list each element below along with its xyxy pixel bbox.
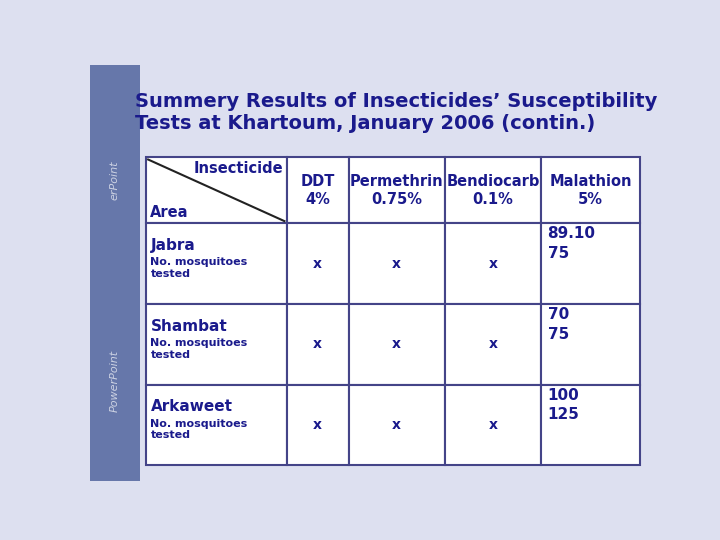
Bar [541,304,640,385]
Text: x: x [489,256,498,271]
Text: Arkaweet: Arkaweet [150,399,233,414]
Text: Summery Results of Insecticides’ Susceptibility
Tests at Khartoum, January 2006 : Summery Results of Insecticides’ Suscept… [135,92,657,133]
Bar [541,157,640,224]
Text: x: x [489,338,498,352]
Bar [287,304,348,385]
Text: Insecticide: Insecticide [193,161,283,176]
Text: 89.10
75: 89.10 75 [547,226,595,261]
Bar [145,304,287,385]
Bar [145,385,287,465]
Text: DDT
4%: DDT 4% [300,174,335,206]
Bar [348,224,445,304]
Text: x: x [392,338,401,352]
Text: Jabra: Jabra [150,238,195,253]
Text: x: x [489,418,498,432]
Bar [287,385,348,465]
Text: x: x [313,418,322,432]
Text: erPoint: erPoint [109,160,120,200]
Text: x: x [313,338,322,352]
Text: No. mosquitoes
tested: No. mosquitoes tested [150,258,248,279]
Bar [348,304,445,385]
Text: Malathion
5%: Malathion 5% [549,174,632,206]
Bar [445,224,541,304]
Text: x: x [392,418,401,432]
Text: Shambat: Shambat [150,319,228,334]
Text: Permethrin
0.75%: Permethrin 0.75% [350,174,444,206]
Text: 100
125: 100 125 [547,388,580,422]
Bar [445,304,541,385]
Bar [287,224,348,304]
Bar [541,224,640,304]
Bar [145,157,287,224]
Text: x: x [392,256,401,271]
Bar [348,157,445,224]
Text: No. mosquitoes
tested: No. mosquitoes tested [150,418,248,440]
Text: PowerPoint: PowerPoint [109,349,120,411]
Text: Area: Area [150,205,188,220]
Bar [445,157,541,224]
Bar [445,385,541,465]
Bar [287,157,348,224]
Text: 70
75: 70 75 [547,307,569,342]
Bar [541,385,640,465]
Bar [90,65,140,481]
Text: x: x [313,256,322,271]
Bar [145,224,287,304]
Text: Bendiocarb
0.1%: Bendiocarb 0.1% [446,174,540,206]
Text: No. mosquitoes
tested: No. mosquitoes tested [150,338,248,360]
Bar [348,385,445,465]
